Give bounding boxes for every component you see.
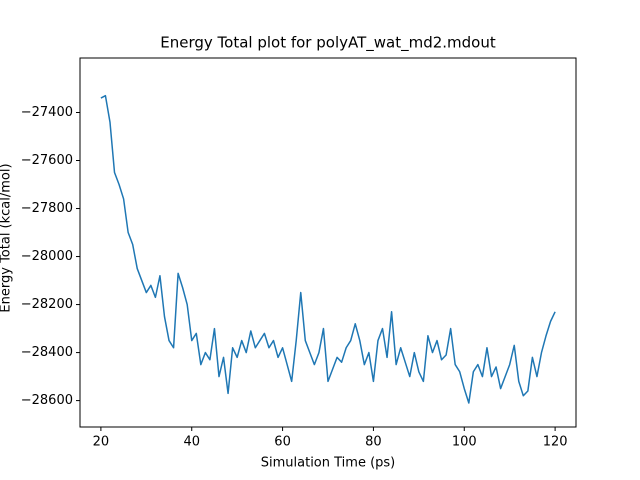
x-axis-label: Simulation Time (ps) [261,456,396,471]
x-tick-label: 60 [274,435,291,450]
x-tick-label: 40 [183,435,200,450]
y-tick-label: −28000 [21,249,73,264]
x-tick-label: 100 [452,435,477,450]
chart-title: Energy Total plot for polyAT_wat_md2.mdo… [160,34,496,53]
y-tick-label: −27600 [21,153,73,168]
y-tick-label: −27400 [21,105,73,120]
y-tick-label: −28200 [21,297,73,312]
y-tick-label: −28600 [21,393,73,408]
x-tick-label: 120 [543,435,568,450]
y-axis-label: Energy Total (kcal/mol) [0,163,14,312]
x-tick-label: 20 [93,435,110,450]
plot-frame [79,57,577,428]
y-tick-label: −28400 [21,345,73,360]
y-tick-label: −27800 [21,201,73,216]
data-line [100,94,556,404]
x-tick-label: 80 [365,435,382,450]
